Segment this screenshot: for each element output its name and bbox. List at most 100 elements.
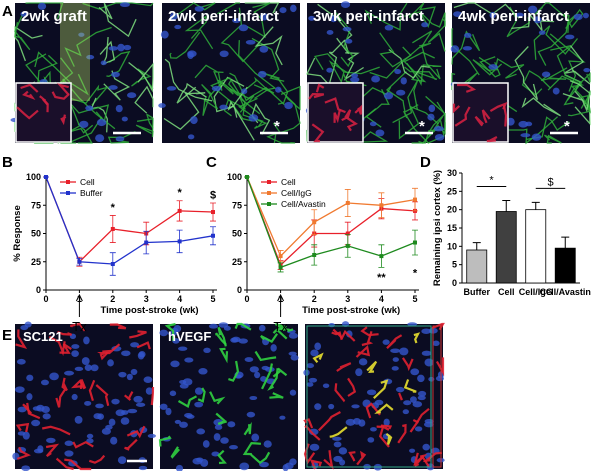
nucleus [414,426,423,432]
nucleus [322,383,330,389]
nucleus [179,379,187,385]
nucleus [196,428,206,435]
inset [452,82,509,143]
vessel [210,77,253,122]
nucleus [31,419,41,427]
nucleus [249,366,259,373]
y-axis-label: Remaining ipsi cortex (%) [432,170,443,286]
series-line [45,176,214,265]
point [345,200,350,205]
point [379,254,384,259]
cell-process [486,136,498,143]
nucleus [370,427,377,432]
cell-process [356,450,367,466]
nucleus [186,414,195,419]
vessel [64,26,112,67]
nucleus [424,358,434,367]
nucleus [308,15,315,21]
significance: $ [210,189,216,201]
nucleus [184,357,194,363]
nucleus [126,373,133,381]
nucleus [198,368,208,375]
cell-process [409,407,430,433]
arrow-label: Tx [273,319,288,334]
vessel [106,50,131,77]
cell-process [136,341,151,350]
cell-process [170,446,181,459]
nucleus [40,379,49,386]
nucleus [169,390,177,397]
cell-process [57,330,72,336]
significance: ** [377,272,386,284]
nucleus [371,75,381,83]
nucleus [127,408,138,414]
nucleus [16,358,26,365]
nucleus [229,445,238,450]
x-tick-label: Cell/IgG [519,287,553,297]
y-tick-label: 100 [227,172,242,182]
panel-label: D [420,154,431,171]
y-tick-label: 30 [447,168,457,178]
cell-process [88,379,96,402]
vessel [239,76,275,95]
nucleus [42,413,51,420]
image-marker: * [419,118,425,135]
nucleus [214,424,223,430]
nucleus [410,396,417,403]
nucleus [130,342,140,348]
vessel [146,113,154,129]
nucleus [84,400,92,406]
nucleus [270,344,277,352]
nucleus [351,404,360,409]
vessel [404,11,446,28]
bar [495,211,517,284]
nucleus [187,134,195,140]
nucleus [374,399,384,406]
vessel [135,118,154,138]
nucleus [174,419,182,424]
cell-process [398,392,403,401]
vessel [107,131,136,144]
legend-marker [267,191,271,195]
nucleus [85,105,94,111]
x-tick-label: Buffer [464,287,491,297]
nucleus [111,398,120,405]
y-tick-label: 0 [452,278,457,288]
cell-process [70,379,86,390]
nucleus [93,413,102,420]
vessel [550,45,583,101]
cell-process [64,458,92,471]
nucleus [417,395,426,401]
nucleus [64,450,74,457]
series-line [246,176,416,269]
nucleus [26,393,33,401]
nucleus [119,2,130,8]
nucleus [203,347,211,353]
y-tick-label: 50 [232,229,242,239]
nucleus [464,32,472,38]
nucleus [390,348,401,353]
nucleus [173,325,182,333]
nucleus [396,89,406,96]
vessel [280,85,301,111]
nucleus [341,321,350,327]
vessel [103,70,131,101]
nucleus [143,376,153,384]
nucleus [37,445,44,453]
cell-process [380,424,393,431]
cell-process [129,330,147,339]
y-tick-label: 15 [447,223,457,233]
nucleus [538,30,546,35]
cell-process [354,104,363,115]
nucleus [159,329,169,337]
cell-process [397,423,407,444]
cell-process [269,392,284,399]
vessel [128,61,154,93]
nucleus [284,462,294,470]
nucleus [453,11,462,17]
nucleus [533,16,542,24]
cell-process [386,334,403,349]
cell-process [39,95,49,113]
vessel [176,82,207,104]
cell-process [457,83,477,93]
